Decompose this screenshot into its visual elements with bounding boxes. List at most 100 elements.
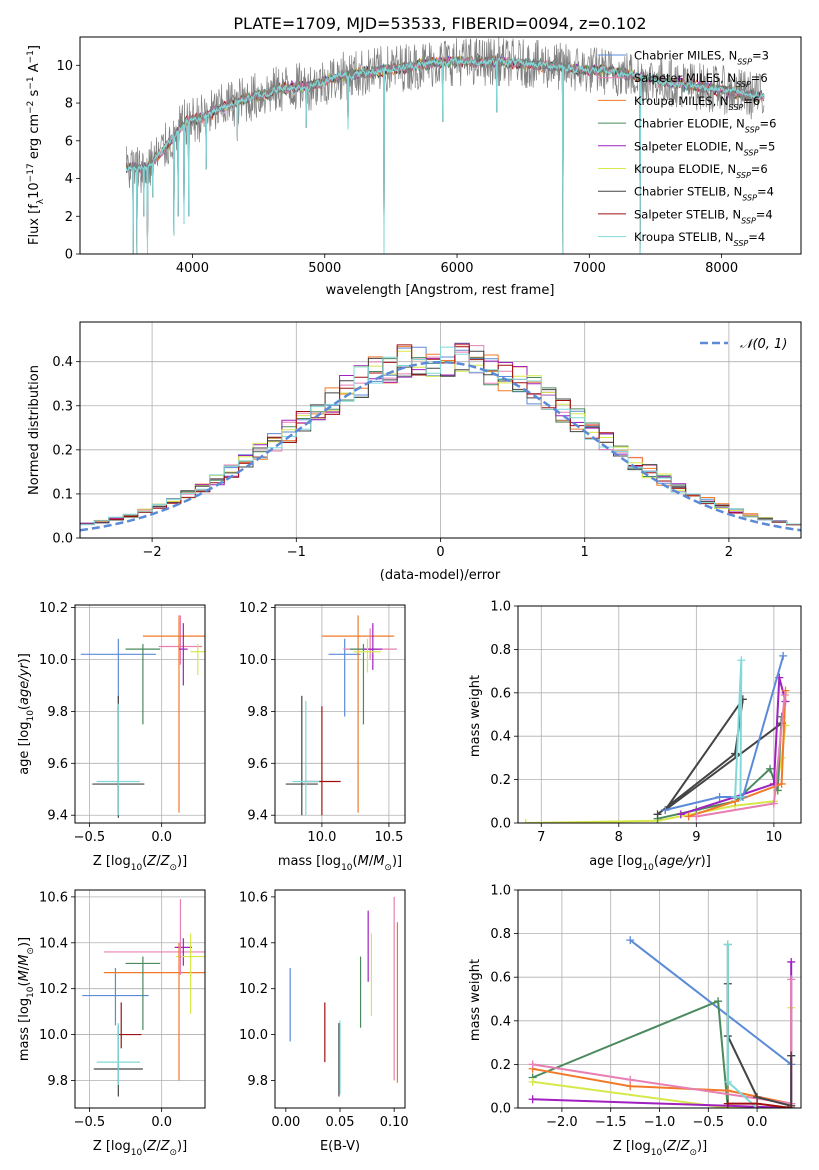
mass-vs-z-ytick-label: 10.6 (39, 890, 68, 905)
mass-vs-z-frame (74, 889, 206, 1109)
residuals-xtick-label: −2 (143, 545, 162, 560)
weight-line (688, 690, 787, 818)
legend-entry: Kroupa ELODIE, NSSP=6 (634, 162, 768, 180)
legend-entry: Chabrier STELIB, NSSP=4 (634, 185, 774, 203)
weight-vs-age-ytick-label: 0.8 (490, 643, 511, 658)
weight-vs-age-ytick-label: 0.2 (490, 773, 511, 788)
age-vs-z-ytick-label: 9.4 (47, 809, 68, 824)
mass-vs-z-plot-area (82, 899, 205, 1097)
age-vs-z-xlabel: Z [log10(Z/Z⊙)] (93, 854, 187, 873)
spectrum-xlabel: wavelength [Angstrom, rest frame] (326, 283, 555, 298)
weight-vs-z-xtick-label: −1.0 (644, 1115, 676, 1130)
weight-line (532, 979, 793, 1105)
weight-marker (661, 805, 670, 814)
weight-marker (736, 792, 745, 801)
mass-vs-ebv-xtick-label: 0.10 (380, 1115, 409, 1130)
residuals-ylabel: Normed distribution (27, 365, 42, 495)
weight-vs-z-xtick-label: 0.0 (747, 1115, 768, 1130)
age-vs-mass-xtick-label: 10.0 (307, 830, 336, 845)
weight-vs-z-ylabel: mass weight (468, 959, 483, 1041)
residuals-ytick-label: 0.0 (52, 532, 73, 547)
residuals-xtick-label: −1 (287, 545, 306, 560)
weight-marker (753, 1099, 762, 1108)
legend-entry: Salpeter STELIB, NSSP=4 (634, 207, 773, 225)
residuals-ytick-label: 0.4 (52, 355, 73, 370)
weight-vs-z-ytick-label: 0.2 (490, 1058, 511, 1073)
weight-vs-z-xtick-label: −0.5 (693, 1115, 725, 1130)
weight-marker (626, 936, 635, 945)
weight-line (726, 983, 793, 1108)
weight-marker (723, 1099, 732, 1108)
weight-vs-z-axes: −2.0 −1.5 −1.0 −0.5 0.0 0.0 0.2 0.4 0.6 0.8 1.0 Z [… (468, 884, 802, 1158)
weight-marker (787, 975, 796, 984)
spectrum-xtick-label: 8000 (705, 261, 738, 276)
weight-marker (653, 810, 662, 819)
weight-marker (521, 819, 530, 823)
age-vs-z-ytick-label: 10.2 (39, 601, 68, 616)
mass-vs-z-ylabel: mass [log10(M/M⊙)] (17, 937, 36, 1061)
weight-marker (692, 812, 701, 821)
spectrum-xtick-label: 7000 (573, 261, 606, 276)
residuals-xtick-label: 0 (436, 545, 444, 560)
weight-marker (723, 1077, 732, 1086)
normal-curve (80, 360, 801, 532)
weight-vs-z-ytick-label: 1.0 (490, 884, 511, 899)
weight-line (734, 660, 743, 798)
legend-entry: Salpeter MILES, NSSP=6 (634, 71, 768, 89)
weight-marker (684, 812, 693, 821)
age-vs-mass-plot-area (285, 615, 397, 816)
mass-vs-ebv-ytick-label: 10.2 (239, 982, 268, 997)
legend-entry: Chabrier ELODIE, NSSP=6 (634, 117, 776, 135)
age-vs-z-plot-area (80, 615, 205, 818)
age-vs-z-ytick-label: 9.6 (47, 757, 68, 772)
weight-vs-age-ytick-label: 0.4 (490, 730, 511, 745)
spectrum-model-line (125, 55, 765, 254)
weight-vs-age-xtick-label: 9 (692, 830, 700, 845)
spectrum-xtick-label: 4000 (176, 261, 209, 276)
spectrum-xtick-label: 5000 (308, 261, 341, 276)
weight-marker (777, 779, 786, 788)
weight-marker (787, 957, 796, 966)
age-vs-mass-ytick-label: 9.8 (247, 705, 268, 720)
age-vs-mass-frame (274, 604, 406, 824)
weight-vs-age-axes: 7 8 9 10 0.0 0.2 0.4 0.6 0.8 1.0 age [log10(age/yr… (468, 600, 802, 873)
weight-marker (676, 810, 685, 819)
weight-vs-z-ytick-label: 0.4 (490, 1014, 511, 1029)
weight-marker (779, 651, 788, 660)
spectrum-ytick-label: 10 (56, 59, 73, 74)
spectrum-xtick-label: 6000 (440, 261, 473, 276)
weight-vs-z-plot-area (528, 936, 796, 1108)
mass-vs-ebv-ytick-label: 10.4 (239, 936, 268, 951)
weight-marker (715, 792, 724, 801)
legend-entry: Kroupa MILES, NSSP=6 (634, 94, 760, 112)
weight-vs-age-ytick-label: 0.0 (490, 817, 511, 832)
weight-line (532, 1007, 793, 1108)
spectrum-frame (79, 36, 802, 255)
weight-vs-age-ytick-label: 0.6 (490, 686, 511, 701)
figure-title: PLATE=1709, MJD=53533, FIBERID=0094, z=0… (233, 14, 646, 33)
weight-vs-age-xtick-label: 7 (537, 830, 545, 845)
mass-vs-ebv-xtick-label: 0.00 (271, 1115, 300, 1130)
spectrum-ytick-label: 4 (65, 172, 73, 187)
weight-vs-z-ytick-label: 0.8 (490, 927, 511, 942)
mass-vs-ebv-xlabel: E(B-V) (320, 1139, 360, 1154)
mass-vs-z-xtick-label: 0.0 (151, 1115, 172, 1130)
mass-vs-z-axes: −0.5 0.0 9.8 10.0 10.2 10.4 10.6 Z [log10(Z/Z⊙)… (17, 889, 206, 1158)
age-vs-z-ylabel: age [log10(age/yr)] (17, 653, 36, 775)
age-vs-mass-axes: 10.0 10.5 9.4 9.6 9.8 10.0 10.2 mass [log10(M/M… (239, 601, 406, 873)
weight-line (629, 939, 792, 1066)
age-vs-z-xtick-label: 0.0 (151, 830, 172, 845)
weight-vs-age-plot-area (521, 651, 790, 823)
weight-marker (781, 686, 790, 695)
mass-vs-ebv-ytick-label: 10.0 (239, 1028, 268, 1043)
legend-entry: Chabrier MILES, NSSP=3 (634, 49, 769, 67)
age-vs-z-ytick-label: 9.8 (47, 705, 68, 720)
mass-vs-z-ytick-label: 10.2 (39, 982, 68, 997)
spectrum-ytick-label: 2 (65, 210, 73, 225)
weight-vs-z-frame (517, 889, 802, 1109)
weight-marker (787, 1104, 796, 1108)
weight-marker (626, 1075, 635, 1084)
weight-vs-age-frame (517, 605, 802, 824)
legend-entry: Kroupa STELIB, NSSP=4 (634, 230, 765, 248)
